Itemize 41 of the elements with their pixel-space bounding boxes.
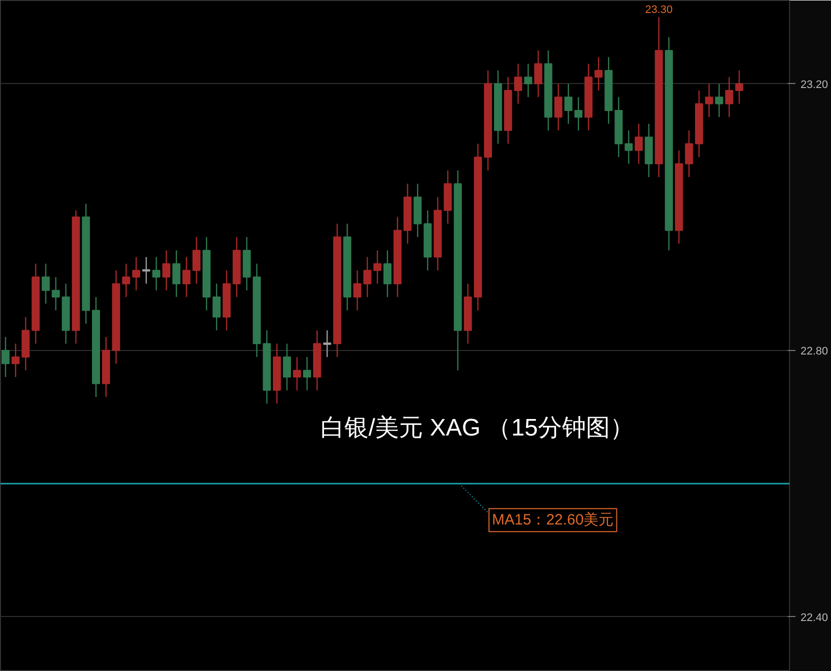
candlestick (122, 263, 130, 298)
candlestick (12, 343, 20, 378)
candlestick (554, 83, 562, 132)
candlestick (323, 330, 332, 358)
candlestick (383, 250, 392, 298)
candlestick (564, 83, 572, 124)
candlestick (303, 356, 312, 391)
candlestick (353, 270, 362, 311)
candlestick (534, 50, 542, 98)
candlestick (524, 63, 532, 98)
candlestick (52, 276, 60, 311)
candlestick (514, 63, 522, 104)
y-tick-label: 22.80 (800, 345, 828, 358)
candlestick (182, 256, 190, 298)
annotation: 23.30 (645, 4, 673, 16)
candlestick (292, 356, 302, 391)
candlestick (715, 83, 724, 118)
candlestick (634, 123, 643, 164)
y-tick-label: 22.40 (800, 612, 828, 624)
candlestick (624, 130, 633, 164)
annotation: 白银/美元 XAG （15分钟图） (320, 414, 634, 442)
candlestick (574, 96, 582, 132)
candlestick (363, 256, 372, 298)
candlestick (192, 236, 201, 284)
candlestick (705, 83, 714, 118)
candlestick (2, 336, 10, 378)
candlestick (282, 343, 291, 391)
candlestick (725, 76, 734, 118)
candlestick (684, 130, 694, 178)
candlestick (152, 256, 160, 291)
candlestick (172, 250, 180, 298)
candlestick (373, 250, 382, 284)
candlestick (212, 283, 221, 331)
candlestick (735, 70, 744, 104)
candlestick (42, 263, 50, 304)
candlestick (162, 250, 170, 291)
candlestick (142, 256, 150, 284)
y-tick-label: 23.20 (800, 78, 828, 91)
ref-line-label: MA15：22.60美元 (492, 512, 614, 529)
candlestick (594, 56, 603, 92)
candlestick (132, 256, 140, 291)
